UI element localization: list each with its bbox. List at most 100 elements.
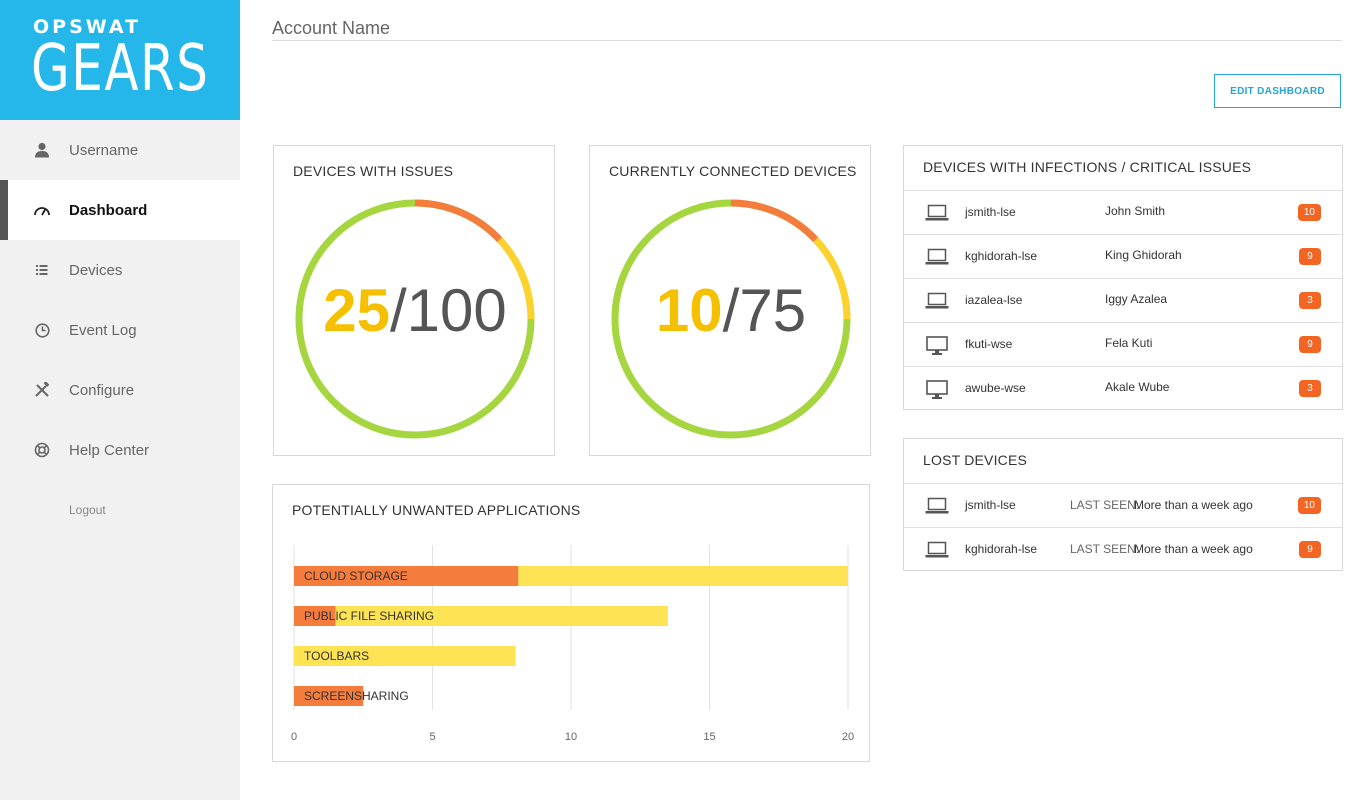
laptop-icon [925,497,949,517]
sidebar-item-help-center[interactable]: Help Center [0,420,240,480]
sidebar-item-label: Event Log [69,321,137,339]
card-title: CURRENTLY CONNECTED DEVICES [609,163,857,179]
sidebar-item-devices[interactable]: Devices [0,240,240,300]
bar-category-label: PUBLIC FILE SHARING [304,609,434,623]
tools-icon [33,381,51,399]
gauge-total: /75 [722,277,807,344]
unwanted-apps-card: POTENTIALLY UNWANTED APPLICATIONS 0 5 10 15… [272,484,870,762]
issue-count-badge: 3 [1299,380,1321,397]
table-row[interactable]: awube-wse Akale Wube 3 [904,366,1342,410]
bar-segment[interactable] [518,566,848,586]
sidebar-item-event-log[interactable]: Event Log [0,300,240,360]
edit-dashboard-button[interactable]: EDIT DASHBOARD [1214,74,1341,108]
gauge-value: 10/75 [590,276,872,346]
issue-count-badge: 9 [1299,248,1321,265]
table-row[interactable]: jsmith-lse John Smith 10 [904,190,1342,234]
owner-name: Iggy Azalea [1105,292,1168,306]
gauge-segment-orange [611,199,851,439]
sidebar-item-username[interactable]: Username [0,120,240,180]
connected-devices-card[interactable]: CURRENTLY CONNECTED DEVICES 10/75 [589,145,871,456]
gauge-value: 25/100 [274,276,556,346]
speedometer-icon [33,201,51,219]
x-tick-label: 15 [703,731,715,743]
gauge-count: 25 [323,277,390,344]
device-name[interactable]: iazalea-lse [965,293,1023,307]
owner-name: John Smith [1105,204,1166,218]
card-title: DEVICES WITH ISSUES [293,163,454,179]
sidebar-item-label: Help Center [69,441,150,459]
last-seen-label: LAST SEEN: [1070,498,1140,512]
x-tick-label: 5 [429,731,435,743]
sidebar-item-configure[interactable]: Configure [0,360,240,420]
table-row[interactable]: fkuti-wse Fela Kuti 9 [904,322,1342,366]
laptop-icon [925,541,949,561]
bar-category-label: TOOLBARS [304,649,369,663]
issue-count-badge: 3 [1299,292,1321,309]
chart-title: POTENTIALLY UNWANTED APPLICATIONS [292,502,581,518]
gauge-segment-yellow [611,199,851,439]
issues-gauge-ring [295,199,535,439]
x-tick-label: 0 [291,731,297,743]
device-name[interactable]: kghidorah-lse [965,542,1038,556]
gauge-total: /100 [389,277,507,344]
issue-count-badge: 10 [1297,204,1321,221]
gears-logo[interactable]: OPSWAT GEARS [0,0,240,120]
header-divider [272,40,1342,41]
lost-devices-card: LOST DEVICES jsmith-lse LAST SEEN: More th… [903,438,1343,571]
table-row[interactable]: jsmith-lse LAST SEEN: More than a week ago… [904,483,1342,527]
devices-with-issues-card[interactable]: DEVICES WITH ISSUES 25/100 [273,145,555,456]
gauge-segment-orange [295,199,535,439]
page-title: Account Name [272,18,391,38]
x-tick-label: 10 [565,731,577,743]
connected-gauge-ring [611,199,851,439]
bar-segment[interactable] [335,606,668,626]
issue-count-badge: 9 [1299,541,1321,558]
issue-count-badge: 10 [1297,497,1321,514]
owner-name: King Ghidorah [1105,248,1182,262]
sidebar-item-label: Devices [69,261,123,279]
infections-card: DEVICES WITH INFECTIONS / CRITICAL ISSUE… [903,145,1343,410]
last-seen-value: More than a week ago [1134,542,1253,556]
device-name[interactable]: kghidorah-lse [965,249,1038,263]
desktop-icon [925,336,949,356]
bar-category-label: SCREENSHARING [304,689,409,703]
bar-segment[interactable] [294,566,519,586]
device-name[interactable]: jsmith-lse [965,205,1016,219]
last-seen-value: More than a week ago [1134,498,1253,512]
unwanted-apps-chart: 0 5 10 15 20 CLOUD STORAGE PUBLIC FILE SHARING… [291,545,854,743]
sidebar-item-label: Dashboard [69,201,148,219]
user-icon [33,141,51,159]
issue-count-badge: 9 [1299,336,1321,353]
device-name[interactable]: fkuti-wse [965,337,1013,351]
bar-category-label: CLOUD STORAGE [304,569,408,583]
last-seen-label: LAST SEEN: [1070,542,1140,556]
laptop-icon [925,248,949,268]
card-title: DEVICES WITH INFECTIONS / CRITICAL ISSUE… [923,159,1252,175]
bar-segment[interactable] [294,606,336,626]
owner-name: Fela Kuti [1105,336,1153,350]
gauge-segment-yellow [295,199,535,439]
table-row[interactable]: iazalea-lse Iggy Azalea 3 [904,278,1342,322]
card-title: LOST DEVICES [923,452,1028,468]
table-row[interactable]: kghidorah-lse King Ghidorah 9 [904,234,1342,278]
x-tick-label: 20 [842,731,854,743]
laptop-icon [925,292,949,312]
device-name[interactable]: awube-wse [965,381,1026,395]
bar-segment[interactable] [294,646,516,666]
sidebar-item-dashboard[interactable]: Dashboard [0,180,240,240]
sidebar-item-label: Username [69,141,139,159]
bar-segment[interactable] [294,686,364,706]
lifebuoy-icon [33,441,51,459]
gauge-count: 10 [655,277,723,344]
sidebar: OPSWAT GEARS Username Dashboard Devices … [0,0,240,800]
list-icon [33,261,51,279]
brand-name: OPSWAT [33,16,142,38]
owner-name: Akale Wube [1105,380,1170,394]
laptop-icon [925,204,949,224]
device-name[interactable]: jsmith-lse [965,498,1016,512]
desktop-icon [925,380,949,400]
logout-link[interactable]: Logout [69,503,106,517]
table-row[interactable]: kghidorah-lse LAST SEEN: More than a week … [904,527,1342,571]
clock-icon [33,321,51,339]
sidebar-item-label: Configure [69,381,135,399]
